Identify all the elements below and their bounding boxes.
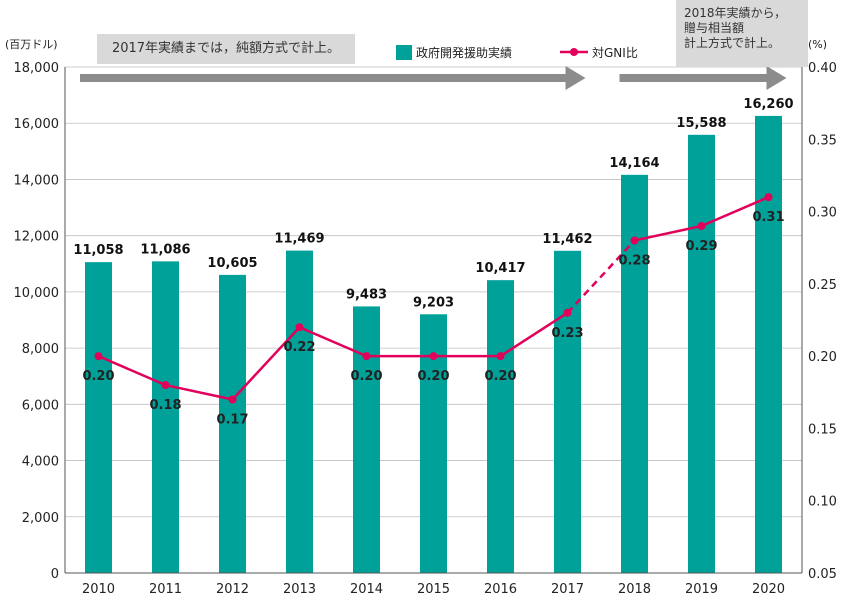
oda-bar-2020 — [755, 115, 782, 573]
x-tick-label-2014: 2014 — [350, 582, 383, 597]
left-tick-label: 0 — [51, 567, 59, 582]
oda-bar-label-2012: 10,605 — [207, 256, 257, 271]
left-tick-label: 16,000 — [14, 117, 60, 132]
bars-group: 11,058 11,086 10,605 11,469 9,483 9,203 10,417… — [73, 97, 794, 573]
x-tick-label-2011: 2011 — [149, 582, 182, 597]
gni-point-2018 — [630, 236, 639, 245]
oda-bar-label-2020: 16,260 — [743, 97, 793, 112]
oda-bar-2010 — [85, 262, 112, 573]
annotation-net-basis: 2017年実績までは，純額方式で計上。 — [97, 34, 355, 64]
gni-line-segment — [499, 311, 569, 358]
left-axis-unit: (百万ドル) — [5, 38, 58, 51]
gni-point-2019 — [697, 222, 706, 231]
left-tick-label: 4,000 — [22, 455, 59, 470]
gridlines — [65, 66, 802, 518]
left-tick-label: 12,000 — [14, 230, 60, 245]
oda-bar-2011 — [152, 261, 179, 573]
right-tick-label: 0.10 — [808, 495, 837, 510]
x-tick-label-2012: 2012 — [216, 582, 249, 597]
oda-bar-label-2016: 10,417 — [475, 261, 525, 276]
legend: 政府開発援助実績 対GNI比 — [396, 45, 638, 60]
gni-line-segment — [98, 354, 166, 387]
left-tick-label: 18,000 — [14, 61, 60, 76]
oda-bar-2012 — [219, 274, 246, 573]
period-arrow-shaft — [619, 74, 769, 82]
gni-point-2014 — [362, 352, 371, 361]
oda-bar-2017 — [554, 250, 581, 573]
gni-point-label-2016: 0.20 — [484, 369, 516, 384]
oda-bar-label-2010: 11,058 — [73, 243, 123, 258]
right-tick-label: 0.35 — [808, 133, 837, 148]
gni-point-label-2014: 0.20 — [350, 369, 382, 384]
gni-point-label-2013: 0.22 — [283, 340, 315, 355]
oda-bar-2016 — [487, 280, 514, 573]
oda-bar-label-2014: 9,483 — [346, 287, 387, 302]
gni-point-label-2020: 0.31 — [752, 210, 784, 225]
gni-point-label-2017: 0.23 — [551, 326, 583, 341]
left-tick-label: 6,000 — [22, 398, 59, 413]
axes-group: 0 2,000 4,000 6,000 8,000 10,000 12,000 14,000 1… — [14, 61, 837, 597]
x-tick-label-2020: 2020 — [752, 582, 785, 597]
left-tick-label: 10,000 — [14, 286, 60, 301]
annotation-grant-equivalent: 2018年実績から， 贈与相当額 計上方式で計上。 — [676, 0, 808, 67]
x-tick-label-2016: 2016 — [484, 582, 517, 597]
gni-line-segment — [231, 326, 301, 401]
legend-bar-label: 政府開発援助実績 — [416, 45, 512, 60]
gni-point-label-2015: 0.20 — [417, 369, 449, 384]
legend-bar-swatch — [396, 45, 412, 60]
x-tick-label-2015: 2015 — [417, 582, 450, 597]
gni-point-2013 — [295, 323, 304, 332]
gni-point-2011 — [161, 381, 170, 390]
gni-point-2015 — [429, 352, 438, 361]
gni-point-2012 — [228, 395, 237, 404]
gni-line-segment — [165, 383, 233, 401]
period-arrow-head — [766, 66, 787, 90]
oda-bar-2014 — [353, 306, 380, 573]
x-tick-label-2018: 2018 — [618, 582, 651, 597]
oda-bar-label-2017: 11,462 — [542, 232, 592, 247]
oda-bar-label-2015: 9,203 — [413, 295, 454, 310]
oda-bar-label-2011: 11,086 — [140, 242, 190, 257]
x-tick-label-2013: 2013 — [283, 582, 316, 597]
right-tick-label: 0.30 — [808, 206, 837, 221]
period-arrow-head — [565, 66, 586, 90]
x-tick-label-2019: 2019 — [685, 582, 718, 597]
gni-ratio-line-group: 0.20 0.18 0.17 0.22 0.20 0.20 0.20 0.23 0.28 0.29… — [82, 193, 785, 428]
oda-bar-2018 — [621, 174, 648, 573]
gni-point-2010 — [94, 352, 103, 361]
gni-point-label-2010: 0.20 — [82, 369, 114, 384]
gni-line-segment — [634, 224, 702, 242]
x-tick-label-2010: 2010 — [82, 582, 115, 597]
x-tick-label-2017: 2017 — [551, 582, 584, 597]
oda-bar-label-2013: 11,469 — [274, 232, 324, 247]
gni-point-label-2019: 0.29 — [685, 239, 717, 254]
period-arrow-shaft — [80, 74, 568, 82]
gni-point-label-2012: 0.17 — [216, 413, 248, 428]
right-tick-label: 0.40 — [808, 61, 837, 76]
legend-line-label: 対GNI比 — [592, 46, 638, 60]
left-tick-label: 8,000 — [22, 342, 59, 357]
right-tick-label: 0.25 — [808, 278, 837, 293]
oda-bar-label-2019: 15,588 — [676, 116, 726, 131]
right-tick-label: 0.05 — [808, 567, 837, 582]
oda-bar-2019 — [688, 134, 715, 573]
oda-bar-2013 — [286, 250, 313, 573]
left-tick-label: 2,000 — [22, 511, 59, 526]
gni-point-label-2018: 0.28 — [618, 253, 650, 268]
gni-point-2020 — [764, 193, 773, 202]
right-tick-label: 0.20 — [808, 350, 837, 365]
gni-point-2017 — [563, 308, 572, 317]
right-axis-unit: (%) — [808, 38, 827, 51]
period-arrows — [80, 66, 787, 90]
oda-bar-label-2018: 14,164 — [609, 156, 659, 171]
left-tick-label: 14,000 — [14, 173, 60, 188]
gni-line-segment — [566, 239, 636, 314]
gni-point-label-2011: 0.18 — [149, 398, 181, 413]
gni-line-segment — [701, 195, 769, 228]
right-tick-label: 0.15 — [808, 422, 837, 437]
gni-line-segment — [299, 326, 367, 358]
legend-line-marker — [570, 48, 578, 56]
gni-point-2016 — [496, 352, 505, 361]
